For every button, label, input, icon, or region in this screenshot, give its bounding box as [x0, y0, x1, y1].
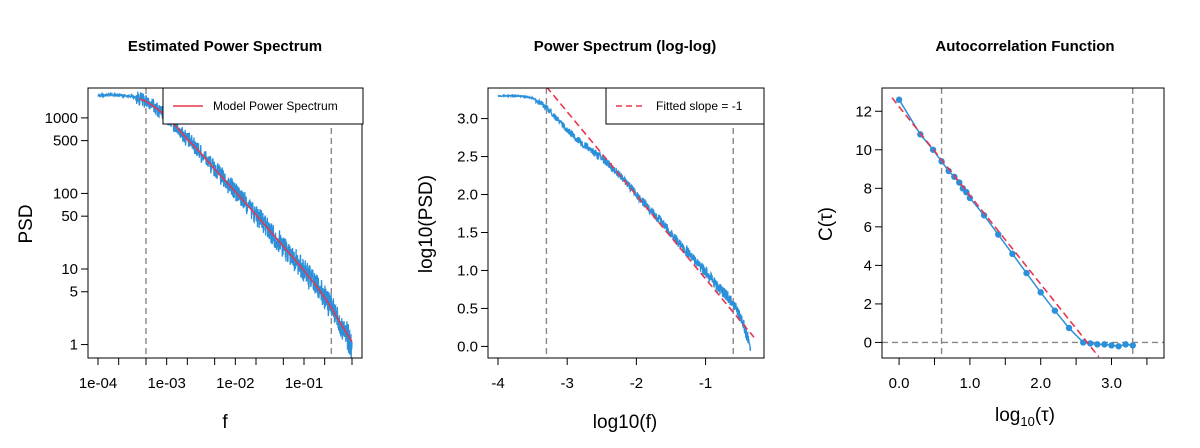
data-point — [1037, 289, 1044, 296]
y-tick-label: 1.5 — [457, 224, 478, 241]
legend-box — [605, 87, 765, 125]
plot-frame — [881, 87, 1165, 359]
x-tick-label: 3.0 — [1101, 375, 1122, 392]
y-tick-label: 2 — [864, 296, 872, 313]
y-tick-label: 100 — [53, 185, 78, 202]
y-tick-label: 2.5 — [457, 149, 478, 166]
x-tick-label: 1e-04 — [79, 375, 117, 392]
x-axis-label: f — [222, 412, 228, 433]
y-tick-label: 8 — [864, 180, 872, 197]
x-tick-label: -1 — [699, 375, 712, 392]
series-line — [139, 97, 353, 342]
data-point — [1122, 341, 1129, 348]
data-point — [895, 96, 903, 103]
y-tick-label: 0 — [864, 334, 872, 351]
x-tick-label: 1e-02 — [216, 375, 254, 392]
x-tick-label: 1.0 — [959, 375, 980, 392]
plot-frame — [87, 87, 363, 359]
series-line — [97, 91, 353, 358]
data-point — [945, 167, 952, 175]
x-tick-label: -3 — [561, 375, 574, 392]
plot-area — [497, 88, 755, 358]
legend: Model Power Spectrum — [162, 87, 364, 125]
panel-log-log: Power Spectrum (log-log) log10(f) log10(… — [416, 38, 765, 433]
y-tick-label: 4 — [864, 257, 872, 274]
y-tick-label: 1 — [70, 337, 78, 354]
fit-line — [891, 97, 1100, 358]
legend: Fitted slope = -1 — [605, 87, 765, 125]
y-tick-label: 1000 — [45, 110, 78, 127]
data-point — [1094, 341, 1101, 348]
legend-label: Model Power Spectrum — [213, 99, 338, 113]
series-line — [898, 99, 1133, 348]
plot-area — [97, 88, 353, 358]
chart-title: Power Spectrum (log-log) — [534, 38, 717, 55]
data-point — [1101, 341, 1108, 348]
legend-label: Fitted slope = -1 — [656, 99, 743, 113]
x-tick-label: 0.0 — [889, 375, 910, 392]
chart-title: Estimated Power Spectrum — [128, 38, 322, 55]
data-point — [1023, 269, 1030, 277]
data-point — [1079, 339, 1087, 346]
y-tick-label: 0.5 — [457, 300, 478, 317]
y-tick-label: 10 — [61, 261, 78, 278]
panel-power-spectrum: Estimated Power Spectrum f PSD 1e-04 1e-0… — [16, 38, 364, 433]
data-point — [1115, 343, 1122, 350]
y-axis-label: C(τ) — [816, 207, 837, 241]
y-tick-label: 12 — [855, 103, 872, 120]
data-point — [995, 231, 1002, 238]
y-tick-label: 6 — [864, 219, 872, 236]
plot-area — [882, 88, 1164, 358]
y-tick-label: 3.0 — [457, 111, 478, 128]
data-point — [1051, 307, 1059, 314]
data-point — [1108, 342, 1115, 349]
y-tick-label: 5 — [70, 284, 78, 301]
x-tick-label: -2 — [630, 375, 643, 392]
data-point — [1009, 250, 1016, 258]
chart-title: Autocorrelation Function — [935, 38, 1114, 55]
data-point — [1087, 340, 1094, 347]
series-line — [497, 93, 752, 351]
x-tick-label: 2.0 — [1030, 375, 1051, 392]
x-tick-label: -4 — [491, 375, 504, 392]
data-point — [980, 212, 988, 219]
data-point — [1065, 324, 1073, 332]
plot-frame — [487, 87, 765, 359]
y-tick-label: 50 — [61, 208, 78, 225]
y-axis-label: log10(PSD) — [416, 175, 437, 273]
y-tick-label: 500 — [53, 133, 78, 150]
y-tick-label: 0.0 — [457, 338, 478, 355]
x-tick-label: 1e-03 — [147, 375, 185, 392]
data-point — [1129, 342, 1136, 349]
y-axis-label: PSD — [16, 204, 37, 243]
y-tick-label: 1.0 — [457, 262, 478, 279]
x-axis-label: log10(f) — [593, 412, 657, 433]
panel-autocorrelation: Autocorrelation Function log10(τ) C(τ) 0… — [816, 38, 1165, 429]
x-axis-label: log10(τ) — [995, 405, 1055, 429]
y-tick-label: 10 — [855, 142, 872, 159]
x-tick-label: 1e-01 — [285, 375, 323, 392]
y-tick-label: 2.0 — [457, 187, 478, 204]
